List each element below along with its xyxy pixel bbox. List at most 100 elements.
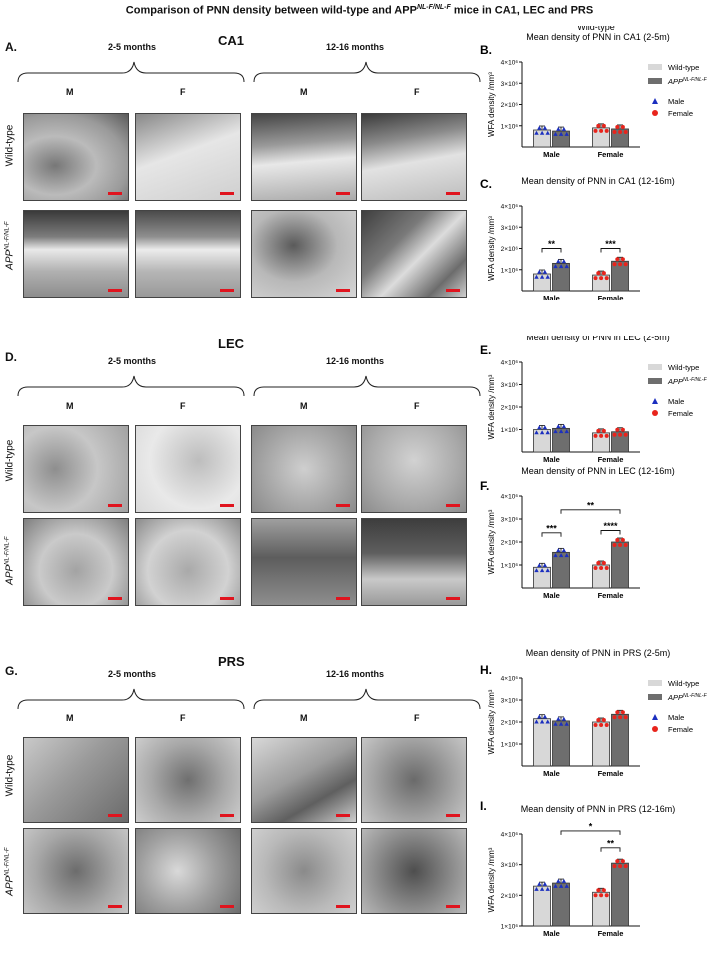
region-title-prs: PRS xyxy=(218,654,245,669)
data-point-female xyxy=(618,262,623,267)
data-point-male xyxy=(545,568,550,573)
scale-bar xyxy=(336,597,350,600)
panel-label-b: B. xyxy=(480,43,492,57)
legend-label-female: Female xyxy=(668,109,693,118)
significance-label: *** xyxy=(605,239,616,249)
y-tick-label: 3×10⁶ xyxy=(501,81,519,88)
data-point-male xyxy=(542,881,548,886)
data-point-female xyxy=(601,123,606,128)
row-label-app-lec: APPNL-F/NL-F xyxy=(4,536,16,585)
data-point-female xyxy=(623,262,628,267)
data-point-male xyxy=(537,125,542,130)
micrograph-lec-wt-old-m xyxy=(251,425,357,513)
bar-app-female xyxy=(611,541,629,589)
significance-label: *** xyxy=(546,523,557,533)
data-point-male xyxy=(556,878,561,883)
micrograph-ca1-app-young-m xyxy=(23,210,129,298)
data-point-male xyxy=(564,553,569,558)
data-point-male xyxy=(564,264,569,269)
data-point-male xyxy=(564,721,569,726)
y-tick-label: 4×10⁶ xyxy=(501,832,519,839)
y-tick-label: 4×10⁶ xyxy=(501,60,519,67)
micrograph-lec-app-young-f xyxy=(135,518,241,606)
significance-label: ** xyxy=(607,838,615,848)
micrograph-ca1-app-old-m xyxy=(251,210,357,298)
legend-marker-male xyxy=(652,398,658,404)
data-point-male xyxy=(534,886,539,891)
significance-bracket xyxy=(600,248,621,253)
panel-label-g: G. xyxy=(5,664,18,678)
micrograph-lec-wt-young-f xyxy=(135,425,241,513)
figure-title: Comparison of PNN density between wild-t… xyxy=(125,4,594,17)
data-point-female xyxy=(620,710,625,715)
micrograph-ca1-app-old-f xyxy=(361,210,467,298)
data-point-male xyxy=(553,264,558,269)
scale-bar xyxy=(220,814,234,817)
y-tick-label: 2×10⁶ xyxy=(501,246,519,253)
data-point-female xyxy=(618,715,623,720)
chart-panel-h: H. Mean density of PNN in PRS (2-5m) 1×10⁶… xyxy=(478,646,719,796)
chart-svg-c: C. Mean density of PNN in CA1 (12-16m) 1×1… xyxy=(480,176,675,303)
data-point-female xyxy=(620,538,625,542)
significance-bracket xyxy=(560,830,621,835)
scale-bar xyxy=(446,504,460,507)
x-tick-label: Female xyxy=(598,455,624,464)
scale-bar xyxy=(220,192,234,195)
y-tick-label: 1×10⁶ xyxy=(501,742,519,749)
data-point-male xyxy=(556,424,561,429)
data-point-female xyxy=(612,432,617,437)
data-point-female xyxy=(612,715,617,720)
legend-swatch-wildtype xyxy=(648,680,662,686)
chart-column: B. Wild-type Mean density of PNN in CA1 (2… xyxy=(478,0,719,959)
chart-title-top: Wild-type xyxy=(577,26,615,32)
y-tick-label: 3×10⁶ xyxy=(501,517,519,524)
data-point-female xyxy=(593,276,598,281)
data-point-male xyxy=(534,568,539,573)
data-point-female xyxy=(601,888,606,893)
scale-bar xyxy=(446,814,460,817)
data-point-male xyxy=(542,125,548,130)
micrograph-prs-app-young-f xyxy=(135,828,241,914)
data-point-male xyxy=(534,719,539,724)
sex-m-young-lec: M xyxy=(66,401,74,411)
data-point-male xyxy=(558,721,564,726)
legend-label-wildtype: Wild-type xyxy=(668,679,699,688)
data-point-male xyxy=(556,259,561,264)
scale-bar xyxy=(446,597,460,600)
sex-f-young-lec: F xyxy=(180,401,186,411)
scale-bar xyxy=(336,192,350,195)
x-tick-label: Female xyxy=(598,150,624,159)
significance-bracket xyxy=(600,530,621,535)
scale-bar xyxy=(336,905,350,908)
data-point-male xyxy=(556,126,561,131)
panel-label-e: E. xyxy=(480,343,491,357)
sex-m-old-prs: M xyxy=(300,713,308,723)
data-point-female xyxy=(599,276,604,281)
legend-swatch-app xyxy=(648,694,662,700)
data-point-female xyxy=(620,427,625,432)
legend-label-female: Female xyxy=(668,725,693,734)
micrograph-prs-app-old-f xyxy=(361,828,467,914)
data-point-female xyxy=(593,128,598,133)
row-label-app-ca1: APPNL-F/NL-F xyxy=(4,221,16,270)
legend-label-female: Female xyxy=(668,409,693,418)
brace-group-lec xyxy=(17,375,481,397)
micrograph-ca1-wt-young-m xyxy=(23,113,129,201)
legend-marker-male xyxy=(652,98,658,104)
data-point-male xyxy=(558,131,564,136)
data-point-female xyxy=(615,257,620,262)
micrograph-ca1-wt-old-m xyxy=(251,113,357,201)
data-point-female xyxy=(623,432,628,437)
data-point-female xyxy=(593,433,598,438)
data-point-male xyxy=(534,430,539,435)
scale-bar xyxy=(108,905,122,908)
data-point-male xyxy=(558,883,564,888)
data-point-male xyxy=(537,563,542,568)
data-point-female xyxy=(623,543,628,547)
scale-bar xyxy=(336,289,350,292)
region-title-ca1: CA1 xyxy=(218,33,245,48)
panel-label-f: F. xyxy=(480,479,489,493)
data-point-male xyxy=(558,429,564,434)
legend-label-male: Male xyxy=(668,713,684,722)
sex-f-young-ca1: F xyxy=(180,87,186,97)
